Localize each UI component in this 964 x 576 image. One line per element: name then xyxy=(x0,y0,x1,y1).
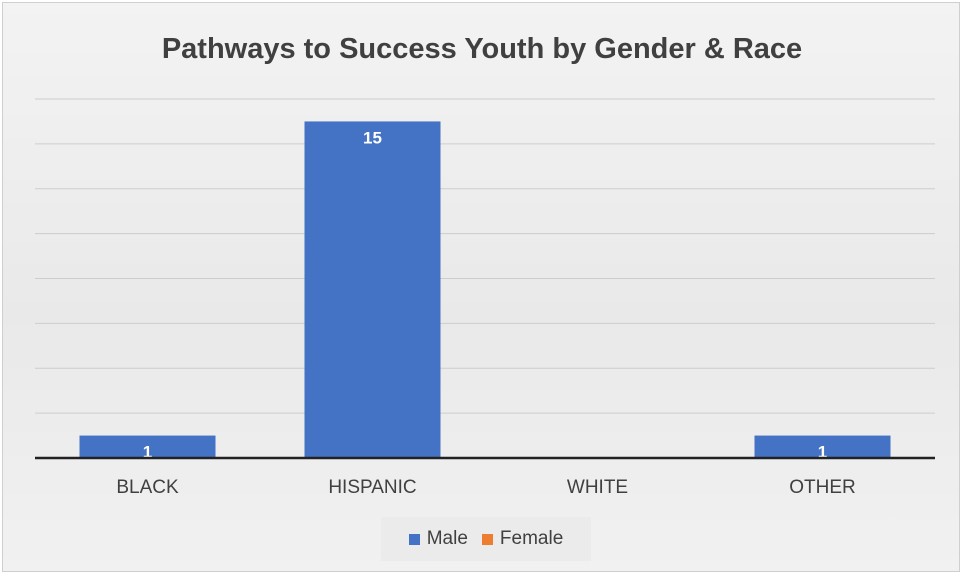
chart-title: Pathways to Success Youth by Gender & Ra… xyxy=(161,33,803,65)
legend-swatch-female xyxy=(481,533,493,545)
x-tick-label: BLACK xyxy=(116,477,179,498)
legend-item-male: Male xyxy=(408,528,468,550)
x-tick-label: HISPANIC xyxy=(328,477,416,498)
gridlines xyxy=(35,98,935,414)
legend-item-female: Female xyxy=(481,528,564,550)
data-label: 1 xyxy=(818,443,827,462)
bar-male-black xyxy=(79,435,216,458)
bars xyxy=(79,121,891,458)
legend-label-male: Male xyxy=(426,528,468,549)
bar-male-hispanic xyxy=(304,121,441,458)
legend-label-female: Female xyxy=(499,528,564,549)
x-tick-label: WHITE xyxy=(567,477,628,498)
data-label: 15 xyxy=(363,128,382,147)
bar-male-other xyxy=(754,435,891,458)
chart-plot: 1 15 1 BLACK HISPANIC WHITE OTHER xyxy=(35,98,935,498)
data-labels: 1 15 1 xyxy=(143,128,827,461)
x-tick-label: OTHER xyxy=(789,477,856,498)
data-label: 1 xyxy=(143,443,152,462)
legend-swatch-male xyxy=(408,533,420,545)
legend: Male Female xyxy=(381,517,591,561)
x-tick-labels: BLACK HISPANIC WHITE OTHER xyxy=(116,477,855,498)
